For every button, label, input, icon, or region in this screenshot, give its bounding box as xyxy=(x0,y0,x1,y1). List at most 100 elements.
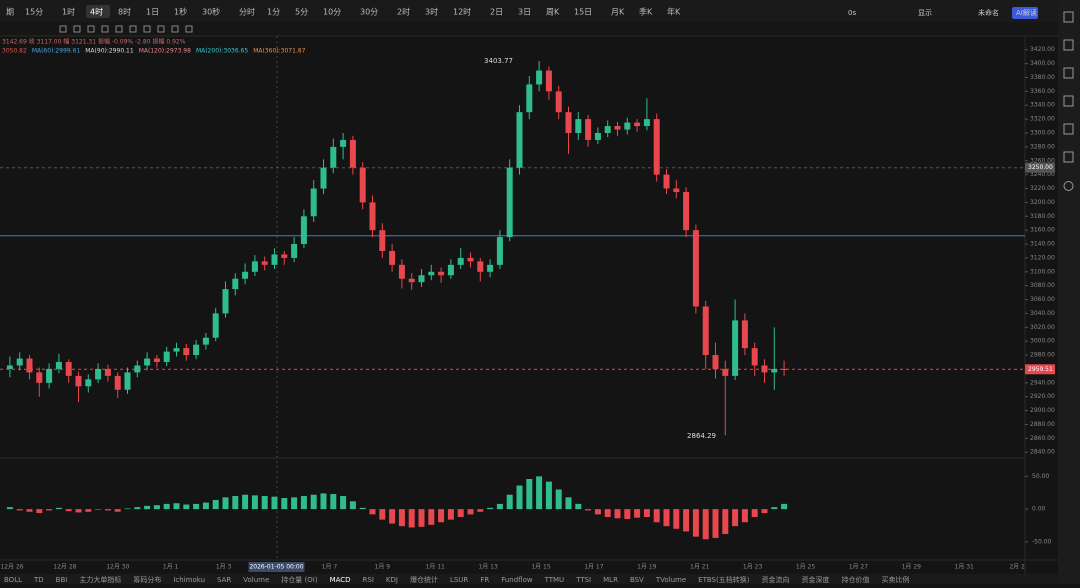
interval-button[interactable]: 12时 xyxy=(453,7,471,17)
interval-button[interactable]: 1秒 xyxy=(174,7,187,17)
interval-button[interactable]: 10分 xyxy=(323,8,341,17)
date-label: 1月 23 xyxy=(743,564,763,571)
interval-button[interactable]: 8时 xyxy=(118,7,131,17)
candle-body xyxy=(153,358,160,363)
indicator-tab[interactable]: 持仓价值 xyxy=(841,575,869,584)
interval-button[interactable]: 3日 xyxy=(518,8,531,17)
indicator-tab[interactable]: Fundflow xyxy=(501,576,533,584)
indicator-tab[interactable]: BBI xyxy=(56,576,68,584)
indicator-tab[interactable]: 资金流向 xyxy=(761,575,789,584)
indicator-tab[interactable]: 持仓量 (OI) xyxy=(281,575,318,584)
indicator-tab[interactable]: Ichimoku xyxy=(173,576,205,584)
indicator-tab[interactable]: TD xyxy=(33,576,44,584)
interval-button[interactable]: 15日 xyxy=(574,8,592,17)
macd-bar xyxy=(722,509,729,535)
indicator-tab[interactable]: KDJ xyxy=(386,576,398,584)
candle-body xyxy=(712,355,719,369)
macd-bar xyxy=(163,503,170,510)
indicator-tab[interactable]: TTMU xyxy=(544,576,565,584)
date-label: 1月 9 xyxy=(375,564,391,571)
candle-body xyxy=(624,122,631,130)
interval-button[interactable]: 30分 xyxy=(360,8,378,17)
date-label: 1月 27 xyxy=(849,564,869,571)
macd-bar xyxy=(320,493,327,510)
toolbar-button[interactable]: 未命名 xyxy=(978,8,999,17)
price-tag-label: 3250.00 xyxy=(1028,164,1053,171)
candle-body xyxy=(526,84,533,113)
macd-bar xyxy=(457,509,464,517)
y-tick-label: 2940.00 xyxy=(1030,379,1055,386)
date-label: 12月 28 xyxy=(53,564,76,571)
y-tick-label: 3420.00 xyxy=(1030,46,1055,53)
candle-body xyxy=(389,250,396,265)
candle-body xyxy=(741,320,748,349)
legend-item: MA(60):2999.61 xyxy=(32,48,81,55)
indicator-tab[interactable]: 筹码分布 xyxy=(133,575,161,584)
interval-button[interactable]: 30秒 xyxy=(202,7,220,17)
interval-button[interactable]: 期 xyxy=(6,8,14,17)
toolbar-button[interactable]: 显示 xyxy=(918,9,932,17)
candle-body xyxy=(212,313,219,338)
candle-body xyxy=(379,230,386,251)
low-label: 2864.29 xyxy=(687,432,716,440)
macd-bar xyxy=(555,489,562,510)
indicator-tab[interactable]: FR xyxy=(480,576,489,584)
date-label: 1月 11 xyxy=(426,564,446,571)
candle-body xyxy=(594,132,601,140)
interval-button[interactable]: 年K xyxy=(667,7,681,17)
candle-body xyxy=(467,257,474,262)
indicator-tab[interactable]: BSV xyxy=(630,576,644,584)
toolbar-button[interactable]: AI解读 xyxy=(1016,8,1037,17)
legend-item: MA(120):2973.98 xyxy=(139,48,191,55)
interval-button[interactable]: 3时 xyxy=(425,7,438,17)
interval-button[interactable]: 季K xyxy=(639,7,653,17)
indicator-tab[interactable]: ETBS(五档转换) xyxy=(698,575,750,584)
date-label: 1月 29 xyxy=(902,564,922,571)
indicator-tab[interactable]: MACD xyxy=(330,576,351,584)
macd-bar xyxy=(634,509,641,518)
candle-body xyxy=(271,254,278,265)
indicator-tab[interactable]: BOLL xyxy=(4,576,22,584)
indicator-tab[interactable]: TTSI xyxy=(575,576,591,584)
indicator-tab[interactable]: RSI xyxy=(363,576,374,584)
sidebar-icons xyxy=(1063,11,1074,191)
interval-button[interactable]: 1分 xyxy=(267,8,280,17)
tool-icons xyxy=(59,25,193,33)
interval-button[interactable]: 5分 xyxy=(295,8,308,17)
interval-button[interactable]: 分时 xyxy=(239,7,255,17)
interval-button[interactable]: 2日 xyxy=(490,8,503,17)
y-tick-label: 3220.00 xyxy=(1030,185,1055,192)
indicator-tab[interactable]: 主力大单指标 xyxy=(79,575,121,584)
toolbar-button[interactable]: 0s xyxy=(848,9,856,17)
macd-bar xyxy=(741,509,748,523)
interval-button[interactable]: 1时 xyxy=(62,7,75,17)
macd-bar xyxy=(536,476,543,510)
indicator-tab[interactable]: SAR xyxy=(217,576,231,584)
macd-bar xyxy=(761,509,768,514)
candle-body xyxy=(232,278,239,290)
indicator-tab[interactable]: 爆仓统计 xyxy=(410,575,438,584)
high-label: 3403.77 xyxy=(484,57,513,65)
interval-button[interactable]: 1日 xyxy=(146,8,159,17)
date-label: 1月 17 xyxy=(584,564,604,571)
interval-active xyxy=(86,5,110,18)
macd-bar xyxy=(702,509,709,540)
interval-button[interactable]: 4时 xyxy=(90,7,103,17)
indicator-tab[interactable]: 买卖比例 xyxy=(881,575,909,584)
interval-button[interactable]: 周K xyxy=(546,8,560,17)
indicator-tab[interactable]: Volume xyxy=(243,576,269,584)
candle-body xyxy=(585,119,592,140)
interval-button[interactable]: 月K xyxy=(611,8,625,17)
indicator-tab[interactable]: LSUR xyxy=(450,576,468,584)
indicator-tab[interactable]: TVolume xyxy=(655,576,686,584)
indicator-tab[interactable]: MLR xyxy=(603,576,618,584)
indicator-tab[interactable]: 资金深度 xyxy=(801,575,829,584)
candle-body xyxy=(722,368,729,376)
interval-button[interactable]: 2时 xyxy=(397,7,410,17)
interval-button[interactable]: 15分 xyxy=(25,8,43,17)
candle-body xyxy=(104,368,111,376)
macd-bar xyxy=(114,509,121,512)
candle-body xyxy=(781,368,788,370)
candle-body xyxy=(36,372,43,383)
